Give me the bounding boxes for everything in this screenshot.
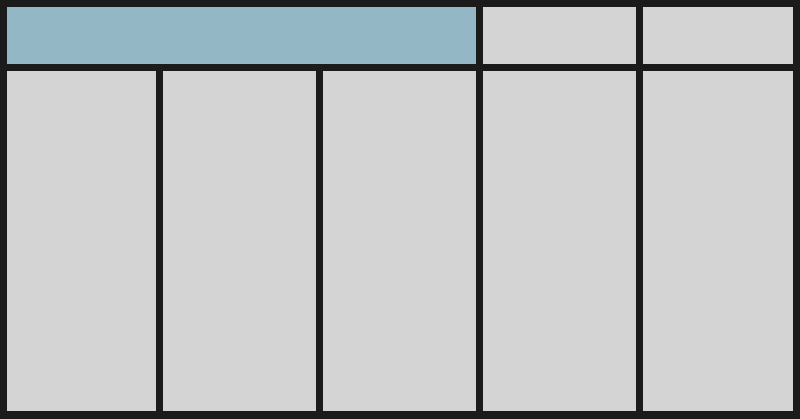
column-panel-5[interactable] (643, 71, 793, 411)
column-panel-2[interactable] (163, 71, 316, 411)
top-panel-4[interactable] (483, 7, 636, 64)
top-panel-5[interactable] (643, 7, 793, 64)
column-panel-3[interactable] (323, 71, 476, 411)
column-panel-1[interactable] (7, 71, 156, 411)
highlighted-wide-panel[interactable] (7, 7, 476, 64)
column-panel-4[interactable] (483, 71, 636, 411)
